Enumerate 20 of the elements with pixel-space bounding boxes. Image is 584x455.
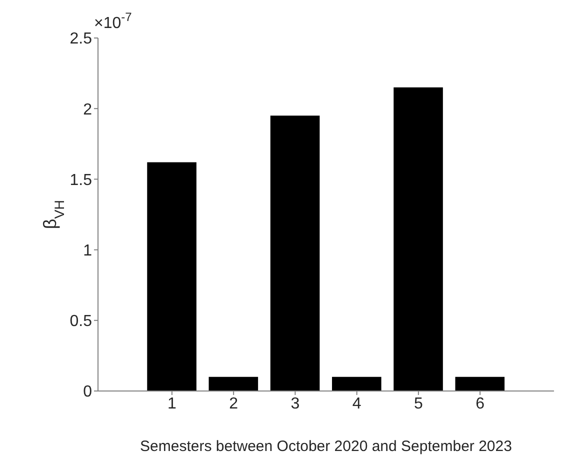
- bar: [394, 87, 443, 391]
- text: ×10$^{-7}$: [94, 10, 132, 32]
- bar: [208, 376, 258, 391]
- y-tick-label: 0.5: [70, 313, 92, 330]
- x-tick-label: 2: [229, 395, 238, 412]
- x-tick-label: 4: [352, 395, 362, 412]
- y-tick-label: 0: [83, 384, 92, 401]
- x-tick-label: 5: [414, 395, 423, 412]
- x-axis-title: Semesters between October 2020 and September 2023: [140, 438, 512, 455]
- x-tick-label: 1: [167, 395, 176, 412]
- y-tick-label: 2: [83, 101, 92, 118]
- x-tick-label: 3: [290, 395, 300, 412]
- bar: [332, 376, 382, 391]
- bar: [455, 376, 505, 391]
- bar: [147, 162, 196, 391]
- y-tick-label: 1: [83, 242, 92, 260]
- bar: [270, 116, 320, 391]
- y-tick-label: 1.5: [70, 172, 92, 189]
- x-tick-label: 6: [476, 395, 485, 412]
- y-tick-label: 2.5: [70, 30, 92, 48]
